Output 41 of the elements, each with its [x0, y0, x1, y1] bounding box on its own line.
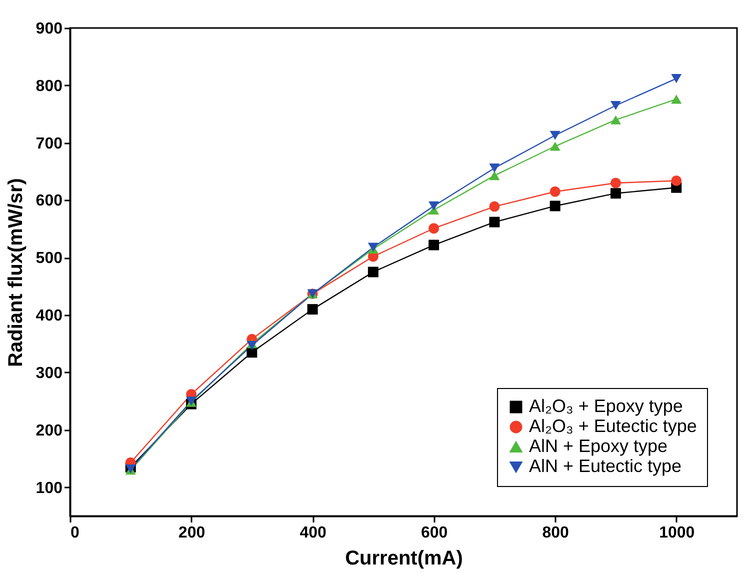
point: [428, 223, 440, 234]
point: [610, 115, 621, 124]
x-tick-label: 400: [300, 524, 326, 542]
point: [550, 142, 560, 151]
point: [428, 201, 440, 211]
x-tick-label: 200: [178, 524, 206, 542]
y-tick-label: 400: [36, 308, 63, 325]
point: [550, 130, 560, 140]
legend-label: Al₂O₃ + Epoxy type: [529, 396, 683, 416]
point: [307, 304, 318, 315]
point: [550, 186, 560, 197]
y-tick-label: 200: [36, 422, 63, 440]
point: [610, 100, 621, 110]
point: [671, 94, 682, 104]
point: [610, 188, 621, 199]
y-tick-label: 300: [36, 364, 63, 382]
y-tick-label: 700: [36, 135, 63, 152]
y-tick-label: 600: [36, 192, 63, 210]
point: [671, 175, 682, 186]
point: [489, 171, 500, 180]
point: [368, 266, 378, 278]
y-tick-label: 500: [36, 250, 63, 268]
x-tick-label: 600: [420, 524, 448, 542]
x-axis-title: Current(mA): [345, 548, 463, 570]
legend-label: Al₂O₃ + Eutectic type: [529, 416, 697, 436]
y-tick-label: 900: [36, 20, 63, 38]
y-axis-title: Radiant flux(mW/sr): [4, 178, 27, 367]
x-tick-label: 800: [542, 524, 570, 542]
x-tick-label: 0: [70, 524, 80, 542]
point: [428, 240, 440, 250]
point: [489, 216, 500, 228]
y-tick-label: 800: [36, 78, 63, 95]
point: [489, 164, 500, 173]
point: [671, 74, 682, 84]
x-tick-label: 1000: [659, 524, 695, 542]
point: [550, 200, 560, 212]
y-tick-label: 100: [36, 480, 63, 497]
legend-label: AlN + Epoxy type: [529, 436, 668, 456]
point: [489, 201, 500, 212]
point: [610, 178, 621, 188]
legend-label: AlN + Eutectic type: [529, 456, 682, 476]
